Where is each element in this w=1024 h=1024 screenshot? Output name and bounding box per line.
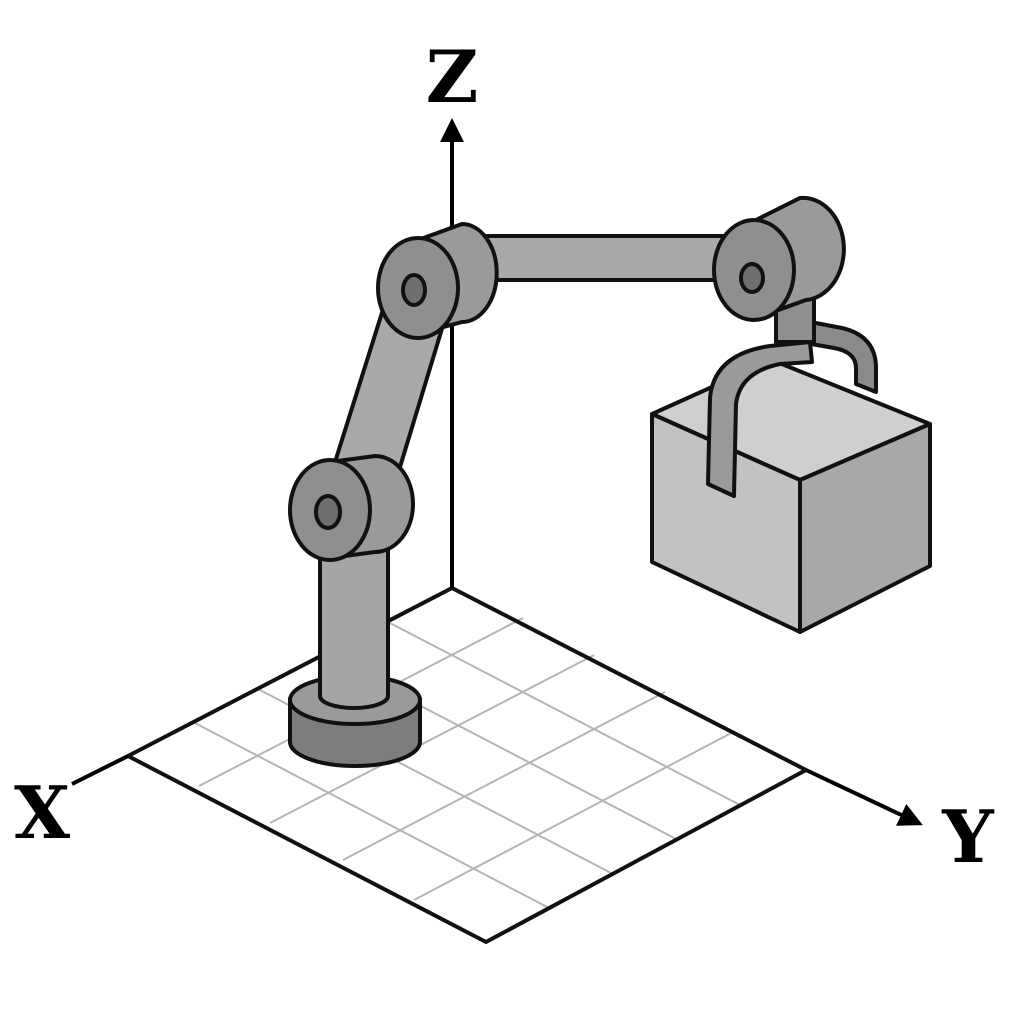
y-axis-line bbox=[805, 768, 923, 826]
elbow-pin-icon bbox=[314, 494, 342, 530]
box-front-right-face bbox=[798, 422, 932, 634]
shoulder-joint bbox=[376, 221, 499, 340]
shoulder-pin-icon bbox=[401, 273, 427, 307]
gripper-back-claw bbox=[798, 318, 878, 394]
x-axis-line bbox=[71, 754, 129, 786]
gripper-front-claw bbox=[706, 340, 814, 498]
x-axis-label: X bbox=[14, 770, 70, 855]
floor-grid bbox=[126, 586, 808, 944]
horizontal-link bbox=[478, 234, 740, 282]
floor-plane bbox=[128, 588, 806, 942]
wrist-joint bbox=[712, 195, 846, 322]
lower-link bbox=[318, 538, 390, 710]
cargo-box bbox=[650, 358, 932, 634]
elbow-joint bbox=[288, 453, 415, 562]
z-axis-label: Z bbox=[426, 34, 479, 119]
y-axis-label: Y bbox=[941, 794, 995, 879]
gripper bbox=[706, 296, 878, 498]
axes: Z X Y bbox=[14, 34, 995, 879]
wrist-pin-icon bbox=[739, 262, 765, 294]
